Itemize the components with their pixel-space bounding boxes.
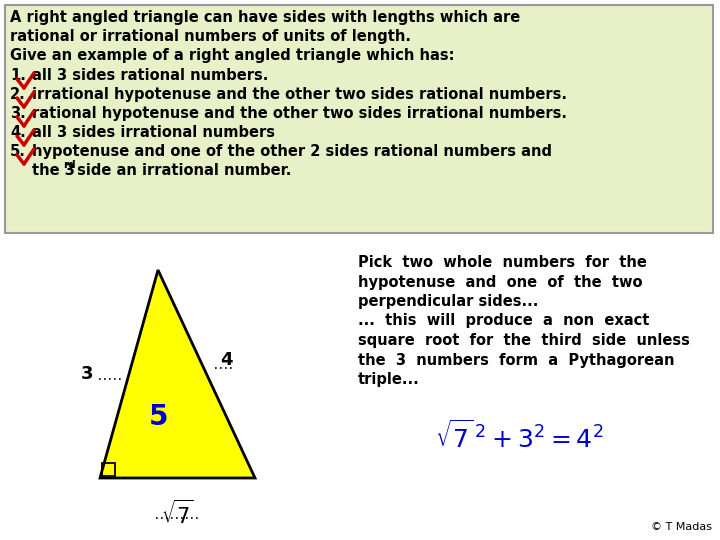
Bar: [102, 463, 115, 476]
Text: square  root  for  the  third  side  unless: square root for the third side unless: [358, 333, 690, 348]
Text: rational hypotenuse and the other two sides irrational numbers.: rational hypotenuse and the other two si…: [32, 106, 567, 121]
Text: rd: rd: [63, 160, 76, 170]
Text: the 3: the 3: [32, 163, 75, 178]
Text: 4: 4: [220, 351, 233, 369]
Text: irrational hypotenuse and the other two sides rational numbers.: irrational hypotenuse and the other two …: [32, 87, 567, 102]
Text: the  3  numbers  form  a  Pythagorean: the 3 numbers form a Pythagorean: [358, 353, 675, 368]
Text: 5.: 5.: [10, 144, 26, 159]
Text: all 3 sides rational numbers.: all 3 sides rational numbers.: [32, 68, 269, 83]
Text: side an irrational number.: side an irrational number.: [72, 163, 292, 178]
Text: Give an example of a right angled triangle which has:: Give an example of a right angled triang…: [10, 48, 454, 63]
Text: A right angled triangle can have sides with lengths which are: A right angled triangle can have sides w…: [10, 10, 521, 25]
Text: triple...: triple...: [358, 372, 420, 387]
Text: $\sqrt{7}$: $\sqrt{7}$: [161, 500, 194, 528]
Polygon shape: [100, 270, 255, 478]
Text: hypotenuse and one of the other 2 sides rational numbers and: hypotenuse and one of the other 2 sides …: [32, 144, 552, 159]
Text: $\sqrt{7}^{\,2} + 3^2 = 4^2$: $\sqrt{7}^{\,2} + 3^2 = 4^2$: [435, 421, 603, 453]
Text: 2.: 2.: [10, 87, 26, 102]
Text: 1.: 1.: [10, 68, 26, 83]
Text: ...  this  will  produce  a  non  exact: ... this will produce a non exact: [358, 314, 649, 328]
Text: 5: 5: [149, 403, 168, 431]
Bar: [5, 5, 713, 233]
Text: 4.: 4.: [10, 125, 26, 140]
Text: hypotenuse  and  one  of  the  two: hypotenuse and one of the two: [358, 274, 642, 289]
Text: 3: 3: [81, 365, 94, 383]
Text: rational or irrational numbers of units of length.: rational or irrational numbers of units …: [10, 29, 411, 44]
Text: 3.: 3.: [10, 106, 26, 121]
Text: Pick  two  whole  numbers  for  the: Pick two whole numbers for the: [358, 255, 647, 270]
Text: perpendicular sides...: perpendicular sides...: [358, 294, 539, 309]
Text: all 3 sides irrational numbers: all 3 sides irrational numbers: [32, 125, 275, 140]
Text: © T Madas: © T Madas: [651, 522, 712, 532]
